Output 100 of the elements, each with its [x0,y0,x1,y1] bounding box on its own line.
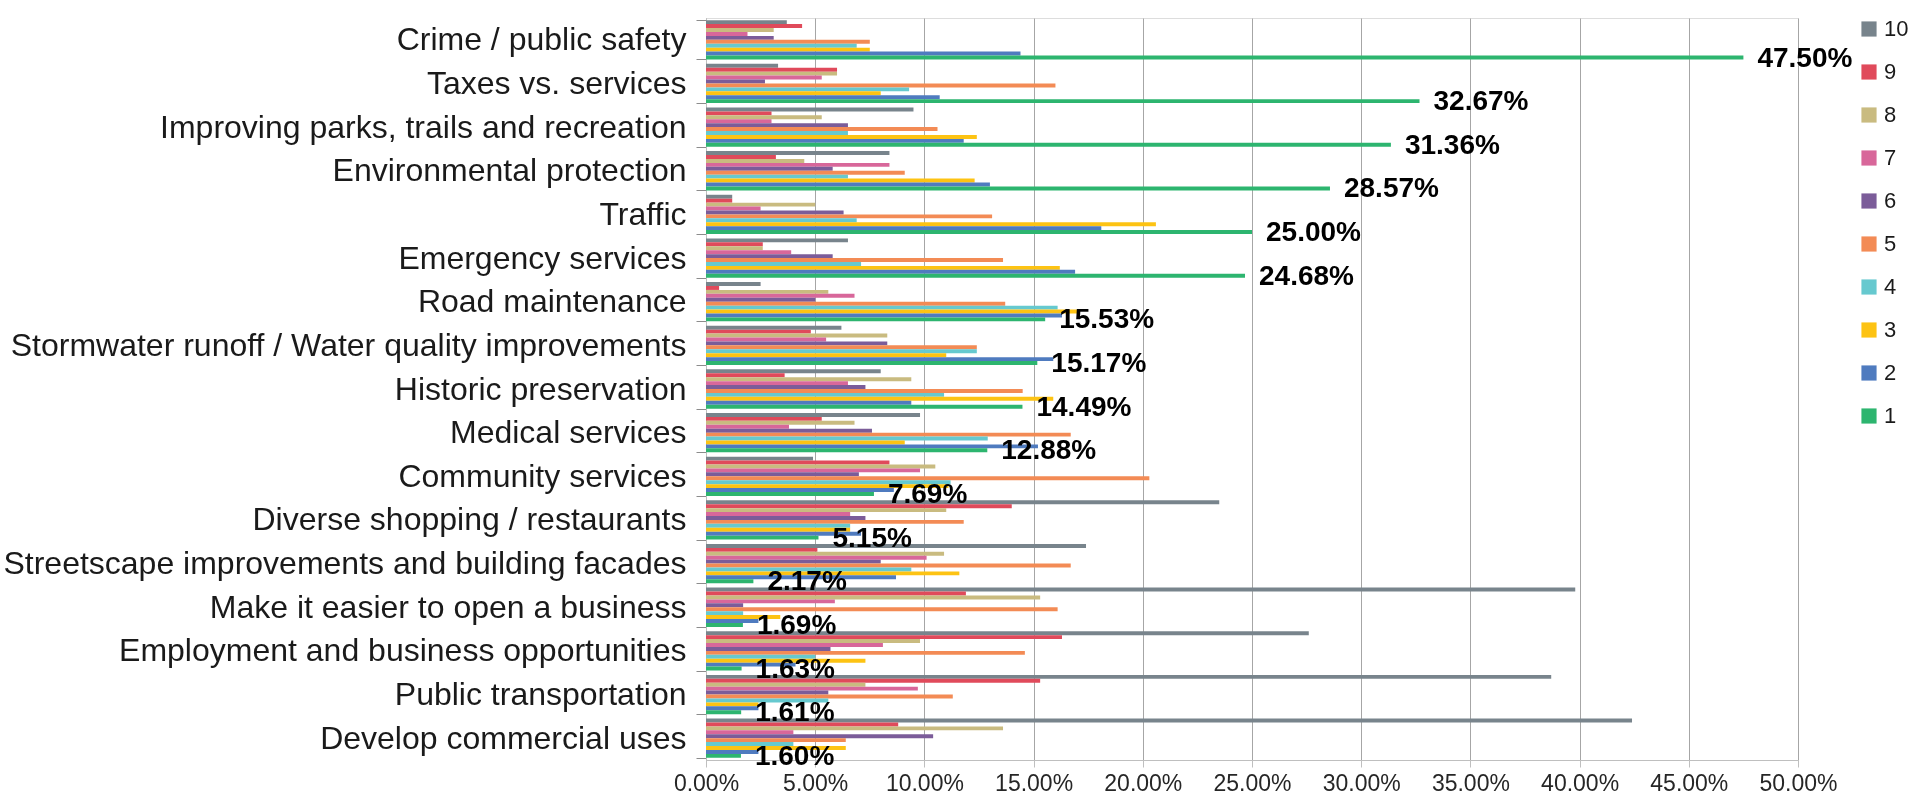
bar [706,559,881,564]
bar [706,698,829,703]
bar [706,563,1071,568]
bar [706,622,743,627]
bar [706,413,921,417]
bar [706,75,822,80]
legend-label: 4 [1884,274,1897,299]
bar [706,317,1046,322]
bar [706,31,748,36]
bar [706,551,945,556]
bar [706,151,890,156]
y-tick-label: Develop commercial uses [320,719,687,756]
bar [706,202,816,207]
y-tick-label: Diverse shopping / restaurants [252,501,687,538]
bar [706,682,866,687]
bar [706,178,975,183]
bar [706,186,1330,191]
bar [706,265,1060,270]
bar [706,607,1058,612]
bar [706,428,872,433]
bar [706,523,851,528]
legend-label: 1 [1884,403,1897,428]
bar [706,519,964,524]
bar [706,436,988,441]
bar [706,174,848,179]
bar [706,472,859,477]
bar [706,639,921,644]
y-tick-label: Community services [398,457,687,494]
bar [706,650,1025,655]
bar [706,345,977,350]
bar [706,95,940,100]
bar [706,285,720,290]
bar [706,424,789,429]
y-tick-label: Medical services [449,414,687,451]
bar [706,753,741,758]
bar [706,702,759,707]
bar [706,369,881,374]
bar [706,349,977,354]
bar [706,385,866,389]
bar [706,35,774,40]
bar [706,242,763,247]
bar [706,63,779,68]
bar [706,579,754,584]
bar [706,273,1246,278]
bar [706,353,947,358]
y-tick-label: Streetscape improvements and building facades [3,545,687,582]
bar [706,20,787,25]
bar [706,392,945,397]
data-label: 1.69% [756,608,837,640]
x-tick-label: 25.00% [1213,769,1292,796]
bar [706,293,855,298]
bar [706,115,822,120]
bar [706,261,862,266]
bar [706,404,1023,409]
data-label: 47.50% [1757,41,1853,73]
bar [706,134,977,139]
bar [706,51,1021,56]
bar [706,373,785,378]
bar [706,480,951,485]
y-tick-label: Taxes vs. services [426,64,687,101]
bar [706,456,814,461]
bar [706,619,759,623]
data-label: 15.17% [1051,347,1147,379]
bar [706,238,848,243]
bar [706,254,833,259]
bar [706,432,1071,437]
legend-label: 6 [1884,188,1897,213]
data-label: 31.36% [1404,128,1500,160]
legend-label: 2 [1884,360,1897,385]
bar [706,198,733,203]
bar [706,341,888,346]
bar [706,635,1062,640]
bar [706,448,988,453]
bar [706,678,1041,683]
bar [706,230,1252,235]
bar [706,595,1041,600]
bar [706,722,899,727]
bar [706,646,831,651]
bar [706,686,918,691]
bar [706,222,1156,227]
bar [706,119,772,124]
bar [706,337,827,342]
y-tick-label: Road maintenance [417,283,687,320]
bar [706,83,1056,88]
bar [706,305,1058,310]
bar [706,400,912,405]
y-tick-label: Make it easier to open a business [209,588,687,625]
bar [706,24,803,29]
data-label: 12.88% [1001,434,1097,466]
data-label: 25.00% [1266,216,1362,248]
data-label: 1.61% [755,696,835,728]
bar [706,87,910,92]
bar [706,313,1062,318]
bar [706,389,1023,393]
bar [706,512,851,517]
data-label: 5.15% [832,521,912,553]
bar [706,357,1054,362]
y-tick-label: Emergency services [398,239,687,276]
bar [706,726,1004,731]
legend-label: 7 [1884,145,1897,170]
